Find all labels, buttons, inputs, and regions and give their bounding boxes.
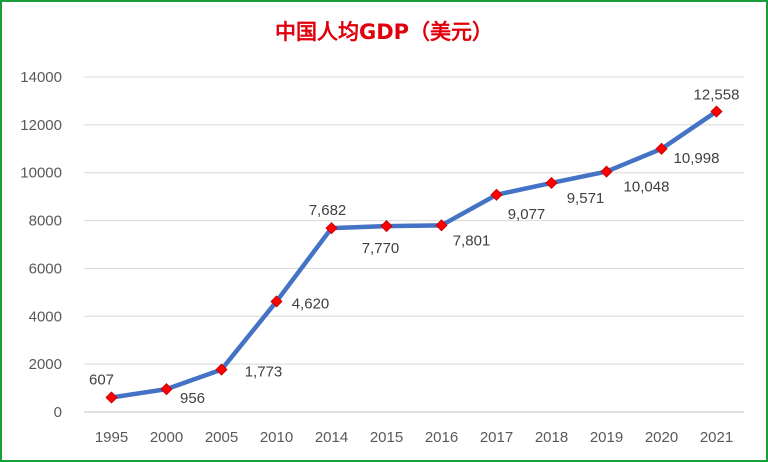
data-label: 9,571 [567, 190, 605, 207]
x-tick-label: 2005 [205, 429, 238, 446]
x-tick-label: 2014 [315, 429, 348, 446]
data-point [655, 142, 668, 155]
data-label: 7,770 [362, 240, 400, 257]
x-axis-ticks: 1995 2000 2005 2010 2014 2015 2016 2017 2018 2019… [95, 429, 733, 446]
data-label: 7,801 [453, 232, 491, 249]
chart-title: 中国人均GDP（美元） [274, 20, 494, 44]
x-tick-label: 2016 [425, 429, 458, 446]
x-tick-label: 2000 [150, 429, 183, 446]
data-label: 10,048 [624, 179, 670, 196]
data-point [380, 220, 393, 233]
data-point [325, 222, 338, 235]
data-label: 4,620 [292, 295, 330, 312]
data-point [270, 295, 283, 308]
x-tick-label: 2019 [590, 429, 623, 446]
data-labels: 607 956 1,773 4,620 7,682 7,770 7,801 9,077 9,57… [89, 87, 739, 408]
x-tick-label: 2020 [645, 429, 678, 446]
data-label: 7,682 [309, 202, 347, 219]
data-point [105, 391, 118, 404]
y-tick-label: 0 [54, 404, 62, 421]
data-point [545, 176, 558, 190]
x-tick-label: 2010 [260, 429, 293, 446]
data-point [710, 105, 723, 118]
x-tick-label: 2021 [700, 429, 733, 446]
data-label: 9,077 [508, 206, 546, 223]
data-markers [105, 105, 723, 404]
x-tick-label: 2018 [535, 429, 568, 446]
series-line [109, 109, 719, 400]
y-tick-label: 6000 [29, 260, 62, 277]
y-tick-label: 8000 [29, 213, 62, 230]
y-tick-label: 2000 [29, 356, 62, 373]
series-line-path [109, 109, 719, 400]
data-label: 607 [89, 371, 114, 388]
y-tick-label: 14000 [20, 69, 62, 86]
data-point [435, 219, 448, 232]
y-tick-label: 4000 [29, 308, 62, 325]
data-label: 12,558 [694, 87, 740, 104]
x-tick-label: 1995 [95, 429, 128, 446]
data-label: 956 [180, 390, 205, 407]
x-tick-label: 2017 [480, 429, 513, 446]
data-point [490, 188, 503, 201]
x-tick-label: 2015 [370, 429, 403, 446]
y-tick-label: 10000 [20, 165, 62, 182]
data-point [600, 165, 613, 178]
data-label: 1,773 [245, 364, 283, 381]
y-tick-label: 12000 [20, 117, 62, 134]
y-axis-ticks: 0 2000 4000 6000 8000 10000 12000 14000 [20, 69, 62, 421]
data-label: 10,998 [674, 150, 720, 167]
gridlines [84, 76, 744, 413]
data-point [215, 363, 228, 376]
data-point [160, 383, 173, 396]
